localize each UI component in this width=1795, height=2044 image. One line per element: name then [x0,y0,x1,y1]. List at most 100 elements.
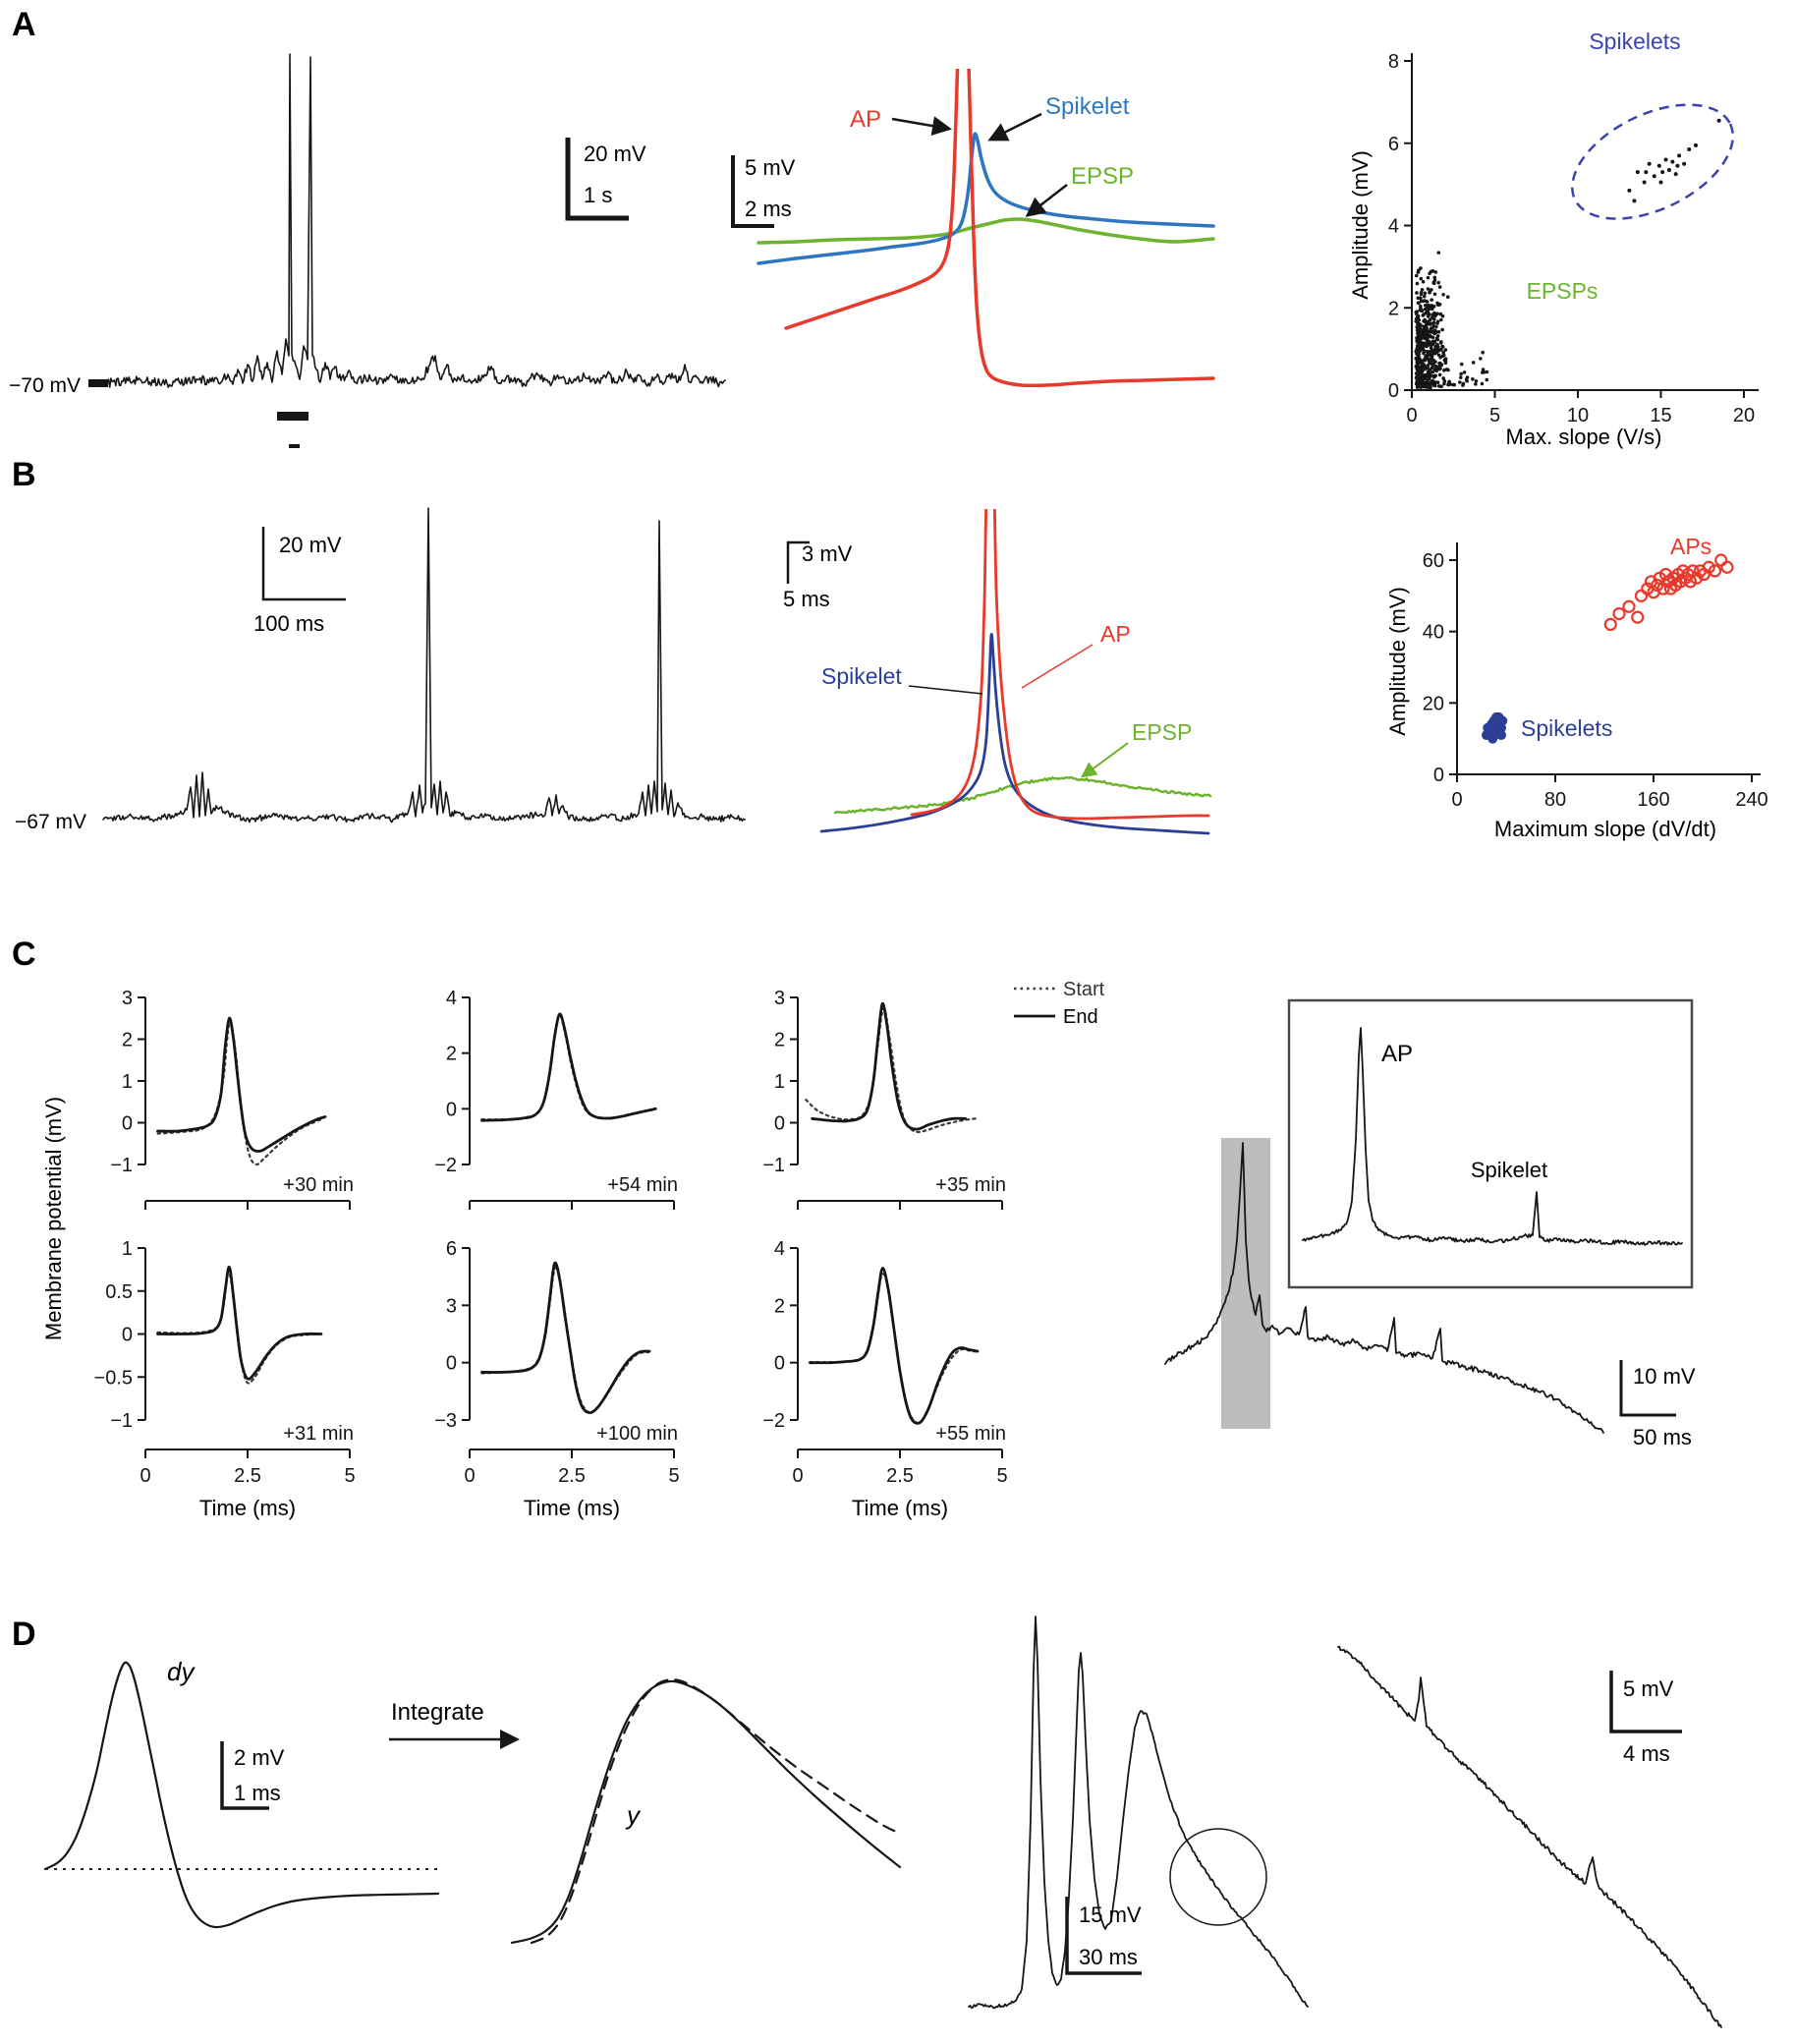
epsp-point [1432,316,1436,321]
epsp-point [1425,300,1430,304]
ap-label: AP [850,106,881,133]
tick-label: 2.5 [886,1465,914,1487]
a-overlay-scalebar [731,155,774,228]
tick-label: 5 [1489,405,1500,426]
spikelet-point [1673,172,1678,177]
epsp-point [1418,327,1423,332]
epsp-point [1432,292,1437,297]
spikelet-point [1632,199,1637,203]
epsp-point [1415,335,1419,340]
start-trace [480,1013,655,1121]
epsp-point [1422,319,1427,323]
ap-point [1612,606,1626,621]
d4-scale-label-4ms: 4 ms [1623,1741,1670,1766]
epsp-point [1420,364,1424,369]
epsp-point [1420,288,1425,292]
ap-point [1686,564,1700,578]
epsp-point [1436,384,1441,388]
epsp-point [1435,301,1439,306]
tick-label: 1 [774,1071,785,1093]
tick-label: 4 [774,1238,785,1260]
epsp-point [1424,354,1428,358]
tick-label: 10 [1567,405,1589,426]
tick-label: −2 [762,1410,785,1432]
spikelet-point [1496,730,1506,741]
integrate-label: Integrate [391,1699,484,1726]
b-epsp-label: EPSP [1132,719,1192,745]
epsp-point [1480,381,1485,386]
end-trace [480,1012,657,1122]
start-trace [480,1264,650,1414]
epsp-point [1430,307,1434,312]
epsp-point [1436,251,1441,255]
ap-point [1714,553,1728,567]
ap-point [1622,599,1636,613]
tick-label: 3 [774,988,785,1009]
epsp-point [1415,325,1420,329]
panel-d-ramp-trace [1337,1645,1722,2028]
tick-label: 0 [122,1325,133,1346]
tick-label: 0 [1433,765,1444,786]
b-trace-scalebar [261,527,346,601]
epsp-point [1419,304,1423,309]
epsp-point [1435,380,1440,384]
a-trace-scalebar [565,138,629,221]
tick-label: 160 [1637,789,1669,811]
epsp-trace [833,775,1212,815]
end-trace [480,1261,651,1414]
epsps-cluster-label: EPSPs [1527,278,1599,304]
epsp-point [1419,292,1424,297]
tick-label: 5 [996,1465,1007,1487]
tick-label: 8 [1388,51,1399,73]
epsp-point [1430,312,1434,317]
panel-d-label: D [12,1616,36,1653]
epsp-point [1440,313,1445,318]
epsp-point [1424,337,1429,341]
b-resting-potential-label: −67 mV [15,811,86,833]
epsp-point [1422,324,1427,329]
epsp-point [1435,319,1440,324]
epsp-point [1433,270,1438,274]
tick-label: 0 [464,1465,475,1487]
ap-point [1708,564,1722,578]
resting-potential-label: −70 mV [9,374,81,397]
epsp-point [1422,351,1426,356]
epsp-point [1430,298,1433,302]
epsp-point [1422,341,1427,346]
tick-label: 2.5 [558,1465,586,1487]
tick-label: 3 [122,988,133,1009]
epsp-point [1481,350,1486,355]
epsp-point [1421,347,1426,352]
time-annotation: +100 min [596,1423,678,1445]
d1-scalebar [220,1741,269,1810]
tick-label: 20 [1733,405,1755,426]
spikelet-point [1644,170,1649,175]
epsp-point [1431,329,1436,334]
epsp-arrow [1025,184,1068,217]
epsp-point [1444,368,1449,371]
epsp-point [1474,378,1479,383]
tick-label: 0 [446,1099,457,1120]
inset-spikelet-label: Spikelet [1471,1158,1547,1182]
epsp-point [1452,382,1457,387]
epsp-point [1431,305,1436,309]
epsp-point [1438,361,1442,366]
epsp-point [1430,325,1434,330]
spikelet-point [1627,188,1632,193]
epsp-point [1414,350,1419,354]
spikelet-point [1663,157,1668,162]
tick-label: −1 [110,1410,133,1432]
epsp-point [1425,385,1430,389]
tick-label: 4 [1388,216,1399,238]
epsp-point [1415,281,1420,286]
epsp-point [1442,369,1446,372]
epsp-point [1458,375,1463,379]
panel-a-membrane-trace [105,53,726,388]
epsp-point [1434,324,1438,329]
a-membrane-trace [105,53,726,388]
scale-label-1s: 1 s [584,183,612,207]
epsp-point [1415,328,1420,332]
scale-label-20mv: 20 mV [584,142,646,166]
epsp-point [1421,382,1426,387]
c-xlabel-3: Time (ms) [852,1496,948,1520]
